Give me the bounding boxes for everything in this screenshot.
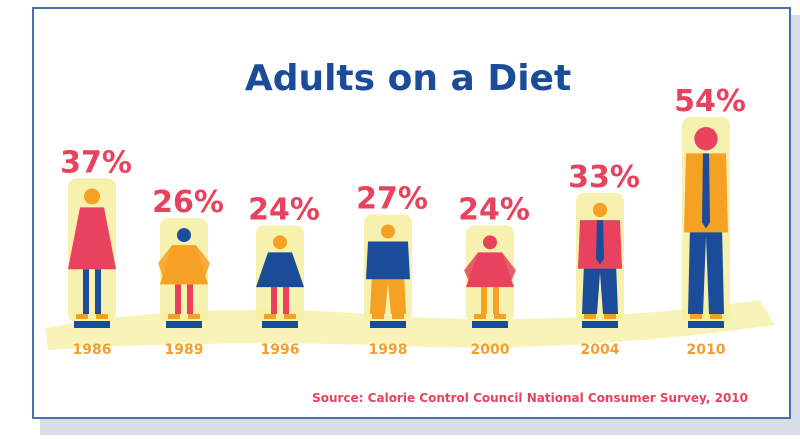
figure-arm-right [196, 245, 210, 281]
figure-1986: 37% 1986 [60, 145, 132, 358]
figure-leg-right [283, 287, 289, 314]
value-label: 27% [356, 182, 428, 217]
figure-dress [160, 245, 208, 285]
figure-foot-left [584, 314, 596, 319]
figure-2000: 24% 2000 [458, 192, 530, 358]
year-label: 2004 [581, 342, 620, 358]
ground-strip [45, 300, 775, 350]
figure-head [483, 235, 497, 250]
figure-foot-left [76, 314, 88, 319]
figure-pedestal [688, 321, 724, 328]
figure-legs [370, 273, 406, 314]
figure-foot-left [372, 314, 384, 319]
year-label: 2010 [687, 342, 726, 358]
value-label: 26% [152, 185, 224, 220]
figure-head [592, 202, 608, 218]
figure-leg-right [493, 287, 499, 314]
figure-head [273, 235, 287, 250]
figure-pedestal [166, 321, 202, 328]
figure-foot-right [188, 314, 200, 319]
figure-arm-left [464, 252, 478, 284]
year-label: 2000 [471, 342, 510, 358]
figure-tie [702, 153, 710, 229]
figure-leg-left [83, 269, 89, 314]
figure-foot-right [604, 314, 616, 319]
year-label: 1989 [165, 342, 204, 358]
chart-title: Adults on a Diet [245, 58, 571, 99]
figure-arm-left [158, 245, 172, 281]
value-label: 37% [60, 145, 132, 180]
figure-foot-right [392, 314, 404, 319]
figure-arm-right [502, 252, 516, 284]
figure-legs [688, 226, 724, 314]
figure-foot-left [168, 314, 180, 319]
figure-foot-left [474, 314, 486, 319]
figure-foot-right [710, 314, 722, 319]
year-label: 1996 [261, 342, 300, 358]
value-label: 33% [568, 160, 640, 195]
figure-dress [466, 252, 514, 288]
card-border [32, 7, 791, 419]
figure-head [177, 228, 191, 243]
figure-pedestal [472, 321, 508, 328]
figure-leg-left [175, 284, 181, 314]
figure-leg-left [271, 287, 277, 314]
figure-tie [384, 241, 392, 276]
figure-head [381, 224, 395, 239]
figure-head [694, 127, 718, 151]
figure-2004: 33% 2004 [568, 160, 640, 358]
figure-leg-right [95, 269, 101, 314]
value-label: 54% [674, 84, 746, 119]
value-label: 24% [248, 192, 320, 227]
figure-2010: 54% 2010 [674, 84, 746, 358]
year-label: 1998 [369, 342, 408, 358]
figure-foot-right [96, 314, 108, 319]
year-label: 1986 [73, 342, 112, 358]
chart-marks: 37% 1986 26% 1989 24% 1996 27% 1998 24% 2000 33% 20… [60, 84, 746, 358]
figure-pedestal [74, 321, 110, 328]
figure-tie [596, 220, 604, 265]
figure-1998: 27% 1998 [356, 182, 428, 359]
figure-legs [582, 262, 618, 314]
figure-pedestal [582, 321, 618, 328]
figure-foot-right [494, 314, 506, 319]
figure-1996: 24% 1996 [248, 192, 320, 358]
figure-1989: 26% 1989 [152, 185, 224, 358]
figure-foot-left [264, 314, 276, 319]
figure-foot-right [284, 314, 296, 319]
figure-pedestal [370, 321, 406, 328]
figure-leg-left [481, 287, 487, 314]
source-note: Source: Calorie Control Council National… [312, 391, 748, 405]
figure-dress [68, 207, 116, 270]
value-label: 24% [458, 192, 530, 227]
figure-leg-right [187, 284, 193, 314]
figure-head [83, 188, 101, 205]
figure-foot-left [690, 314, 702, 319]
figure-pedestal [262, 321, 298, 328]
figure-dress [256, 252, 304, 288]
